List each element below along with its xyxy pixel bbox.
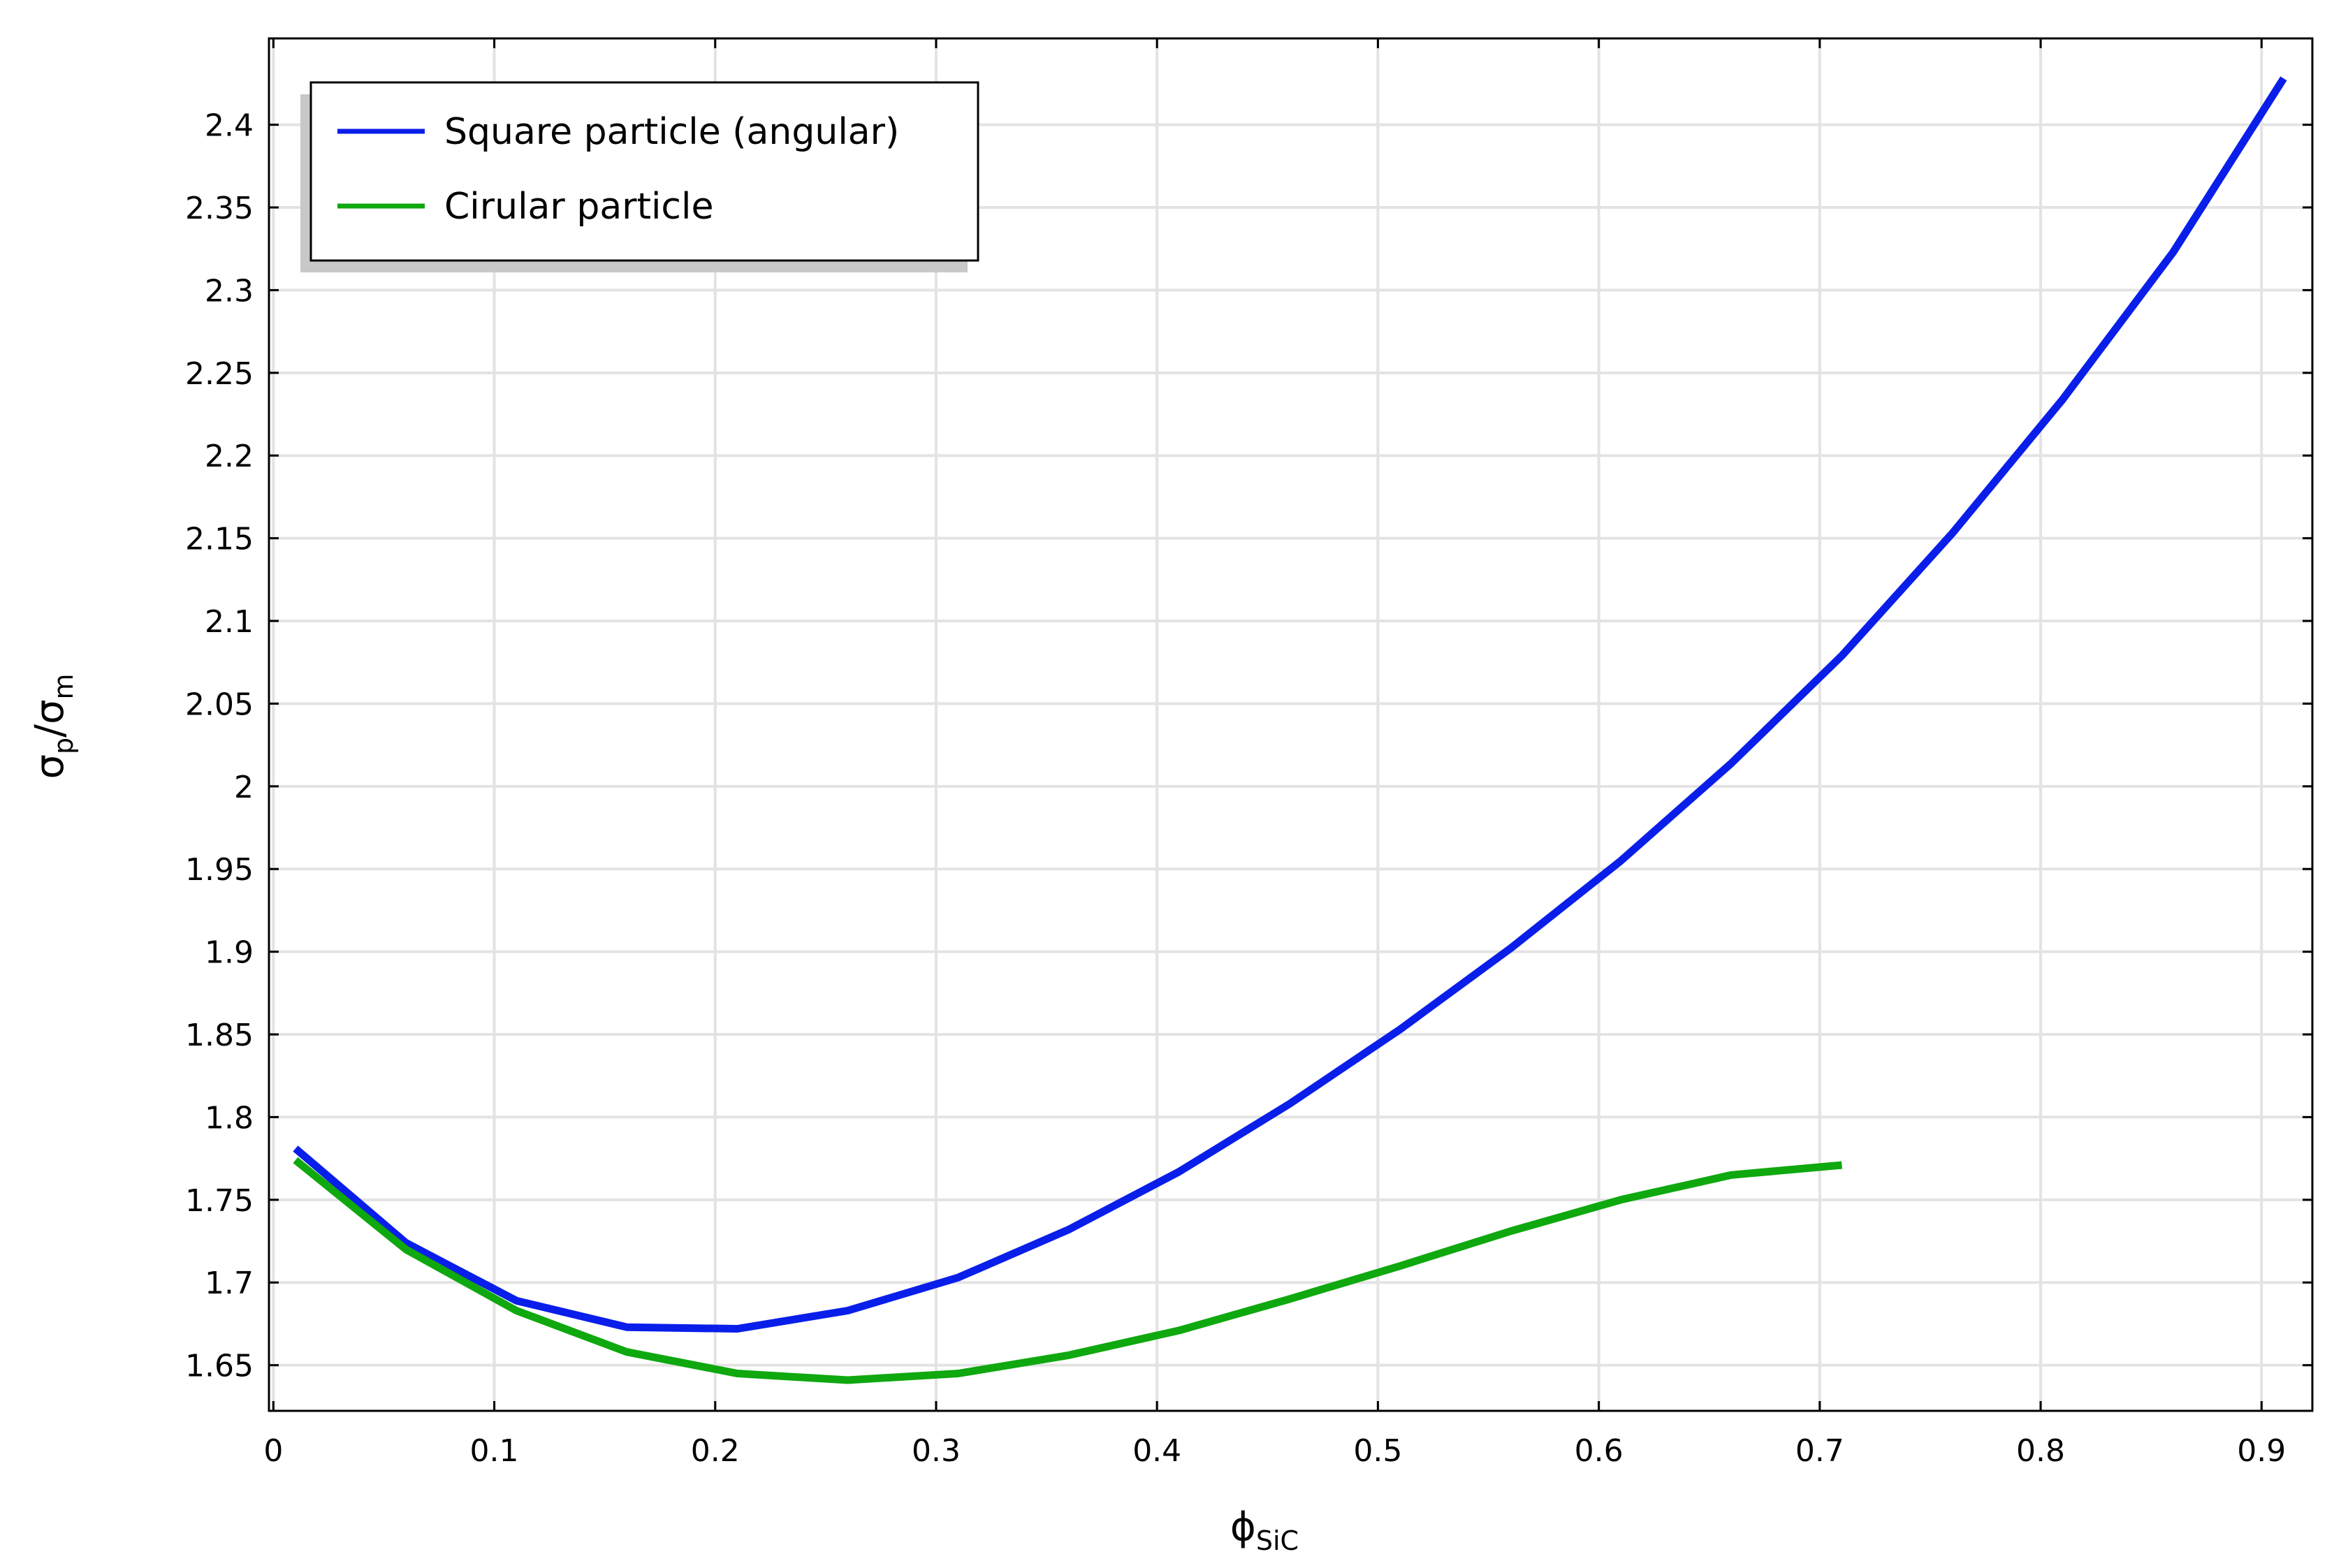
legend-label-square: Square particle (angular): [444, 111, 899, 153]
legend-label-circular: Cirular particle: [444, 186, 713, 228]
y-axis-label-den: σ: [27, 700, 73, 725]
legend-box: [309, 81, 979, 262]
y-axis-label-num-sub: p: [48, 738, 79, 754]
x-axis-ticks: 0 0.1 0.2 0.3 0.4 0.5 0.6 0.7 0.8 0.9: [263, 38, 2286, 1469]
plot-frame: [268, 37, 2314, 1412]
x-tick-label: 0.9: [2237, 1433, 2286, 1469]
y-axis-ticks: 1.65 1.7 1.75 1.8 1.85 1.9 1.95 2 2.05 2.1 2.15 2.2…: [185, 108, 2312, 1384]
x-tick-label: 0.5: [1353, 1433, 1402, 1469]
y-tick-label: 1.9: [205, 935, 254, 971]
y-tick-label: 1.65: [185, 1349, 254, 1384]
y-tick-label: 1.85: [185, 1018, 254, 1053]
series-line-1: [293, 1157, 1842, 1384]
y-tick-label: 2.05: [185, 687, 254, 722]
series-lines: [293, 76, 2287, 1384]
y-axis-label-den-sub: m: [48, 673, 79, 699]
y-tick-label: 2.3: [205, 273, 254, 309]
x-tick-label: 0.3: [912, 1433, 961, 1469]
y-tick-label: 1.7: [205, 1266, 254, 1301]
x-tick-label: 0.2: [691, 1433, 740, 1469]
x-tick-label: 0.1: [470, 1433, 519, 1469]
y-tick-label: 1.8: [205, 1100, 254, 1136]
x-tick-label: 0.6: [1575, 1433, 1624, 1469]
x-tick-label: 0.7: [1795, 1433, 1844, 1469]
y-tick-label: 2.1: [205, 604, 254, 640]
y-tick-label: 2.35: [185, 191, 254, 226]
legend: Square particle (angular) Cirular partic…: [300, 81, 979, 272]
y-axis-label-num: σ: [27, 754, 73, 779]
x-tick-label: 0.8: [2016, 1433, 2065, 1469]
y-tick-label: 2.25: [185, 356, 254, 392]
x-tick-label: 0: [263, 1433, 283, 1469]
y-tick-label: 2: [234, 770, 254, 805]
x-axis-label-sub: SiC: [1256, 1525, 1299, 1556]
y-axis-label-sep: /: [27, 724, 73, 738]
y-tick-label: 1.95: [185, 852, 254, 888]
y-tick-label: 2.2: [205, 439, 254, 474]
y-tick-label: 2.15: [185, 522, 254, 557]
x-axis-label: ϕSiC: [1230, 1504, 1299, 1556]
series-line-0: [293, 76, 2287, 1333]
y-tick-label: 2.4: [205, 108, 254, 144]
x-axis-label-main: ϕ: [1230, 1504, 1256, 1550]
y-tick-label: 1.75: [185, 1183, 254, 1219]
x-tick-label: 0.4: [1132, 1433, 1181, 1469]
y-axis-label: σp/σm: [27, 673, 79, 779]
